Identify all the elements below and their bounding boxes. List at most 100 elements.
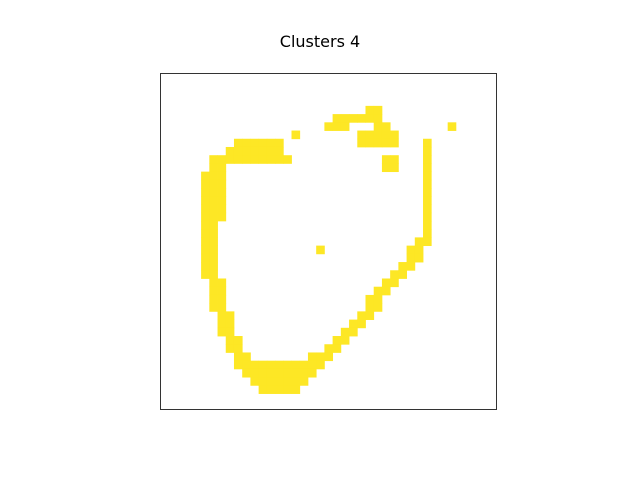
heatmap-cell [423,155,432,164]
heatmap-cell [267,139,276,148]
heatmap-cell [292,361,301,370]
heatmap-cell [234,139,243,148]
heatmap-cell [226,344,235,353]
heatmap-cell [292,369,301,378]
heatmap-cell [390,131,399,140]
heatmap-cell [398,270,407,279]
heatmap-cell [218,188,227,197]
heatmap-cell [407,246,416,255]
heatmap-cell [209,262,218,271]
heatmap-cell [218,205,227,214]
heatmap-cell [209,295,218,304]
heatmap-cell [357,311,366,320]
heatmap-cell [201,213,210,222]
heatmap-cell [374,303,383,312]
heatmap-cell [283,155,292,164]
heatmap-cell [218,303,227,312]
heatmap-cell [357,114,366,123]
heatmap-cell [209,196,218,205]
heatmap-cell [218,155,227,164]
heatmap-cell [423,237,432,246]
heatmap-cell [259,369,268,378]
heatmap-cell [242,139,251,148]
heatmap-cell [209,229,218,238]
heatmap-cell [423,205,432,214]
heatmap-cell [382,278,391,287]
heatmap-cell [423,196,432,205]
heatmap-cell [209,213,218,222]
heatmap-cell [300,361,309,370]
heatmap-cell [365,139,374,148]
heatmap-cell [218,172,227,181]
heatmap-cell [415,246,424,255]
heatmap-cell [234,344,243,353]
heatmap-cell [407,254,416,263]
heatmap-cell [357,131,366,140]
heatmap-cell [226,320,235,329]
heatmap-cell [423,163,432,172]
heatmap-cell [423,188,432,197]
heatmap-cell [374,139,383,148]
heatmap-cell [357,320,366,329]
heatmap-cell [390,270,399,279]
heatmap-cell [374,106,383,115]
heatmap-cell [226,147,235,156]
heatmap-cell [374,122,383,131]
heatmap-cell [316,246,325,255]
heatmap-cell [201,221,210,230]
heatmap-cell [300,377,309,386]
heatmap-cell [390,278,399,287]
heatmap-cell [382,163,391,172]
heatmap-cell [382,287,391,296]
heatmap-cell [448,122,457,131]
heatmap-cell [341,122,350,131]
heatmap-cell [374,287,383,296]
heatmap-cell [308,352,317,361]
heatmap-cell [201,196,210,205]
heatmap-cell [201,172,210,181]
heatmap-cell [382,122,391,131]
heatmap-cell [316,352,325,361]
heatmap-cell [242,369,251,378]
heatmap-cell [349,328,358,337]
heatmap-cell [218,180,227,189]
heatmap-cell [218,328,227,337]
heatmap-cell [259,385,268,394]
heatmap-cell [201,188,210,197]
heatmap-cell [390,155,399,164]
heatmap-cell [267,361,276,370]
heatmap-cell [423,172,432,181]
heatmap-cell [390,139,399,148]
heatmap-cell [201,246,210,255]
heatmap-cell [201,254,210,263]
heatmap-cell [218,287,227,296]
heatmap-cell [226,336,235,345]
heatmap-cell [365,131,374,140]
heatmap-cell [324,122,333,131]
heatmap-cell [283,369,292,378]
heatmap-cell [292,377,301,386]
heatmap-cell [267,377,276,386]
heatmap-cell [259,361,268,370]
heatmap-cell [275,139,284,148]
heatmap-cell [242,147,251,156]
heatmap-cell [234,155,243,164]
heatmap-cell [324,344,333,353]
heatmap-cell [365,114,374,123]
heatmap-cell [201,180,210,189]
heatmap-cell [423,229,432,238]
heatmap-cell [218,320,227,329]
heatmap-cell [275,385,284,394]
heatmap-cell [283,361,292,370]
heatmap-cell [333,114,342,123]
heatmap-cell [357,139,366,148]
heatmap-cell [423,221,432,230]
heatmap-cell [382,155,391,164]
heatmap-cell [234,352,243,361]
heatmap-cell [382,131,391,140]
heatmap-cell [423,213,432,222]
heatmap-cell [209,270,218,279]
heatmap-cell [209,278,218,287]
heatmap-cell [275,155,284,164]
heatmap-cell [209,254,218,263]
